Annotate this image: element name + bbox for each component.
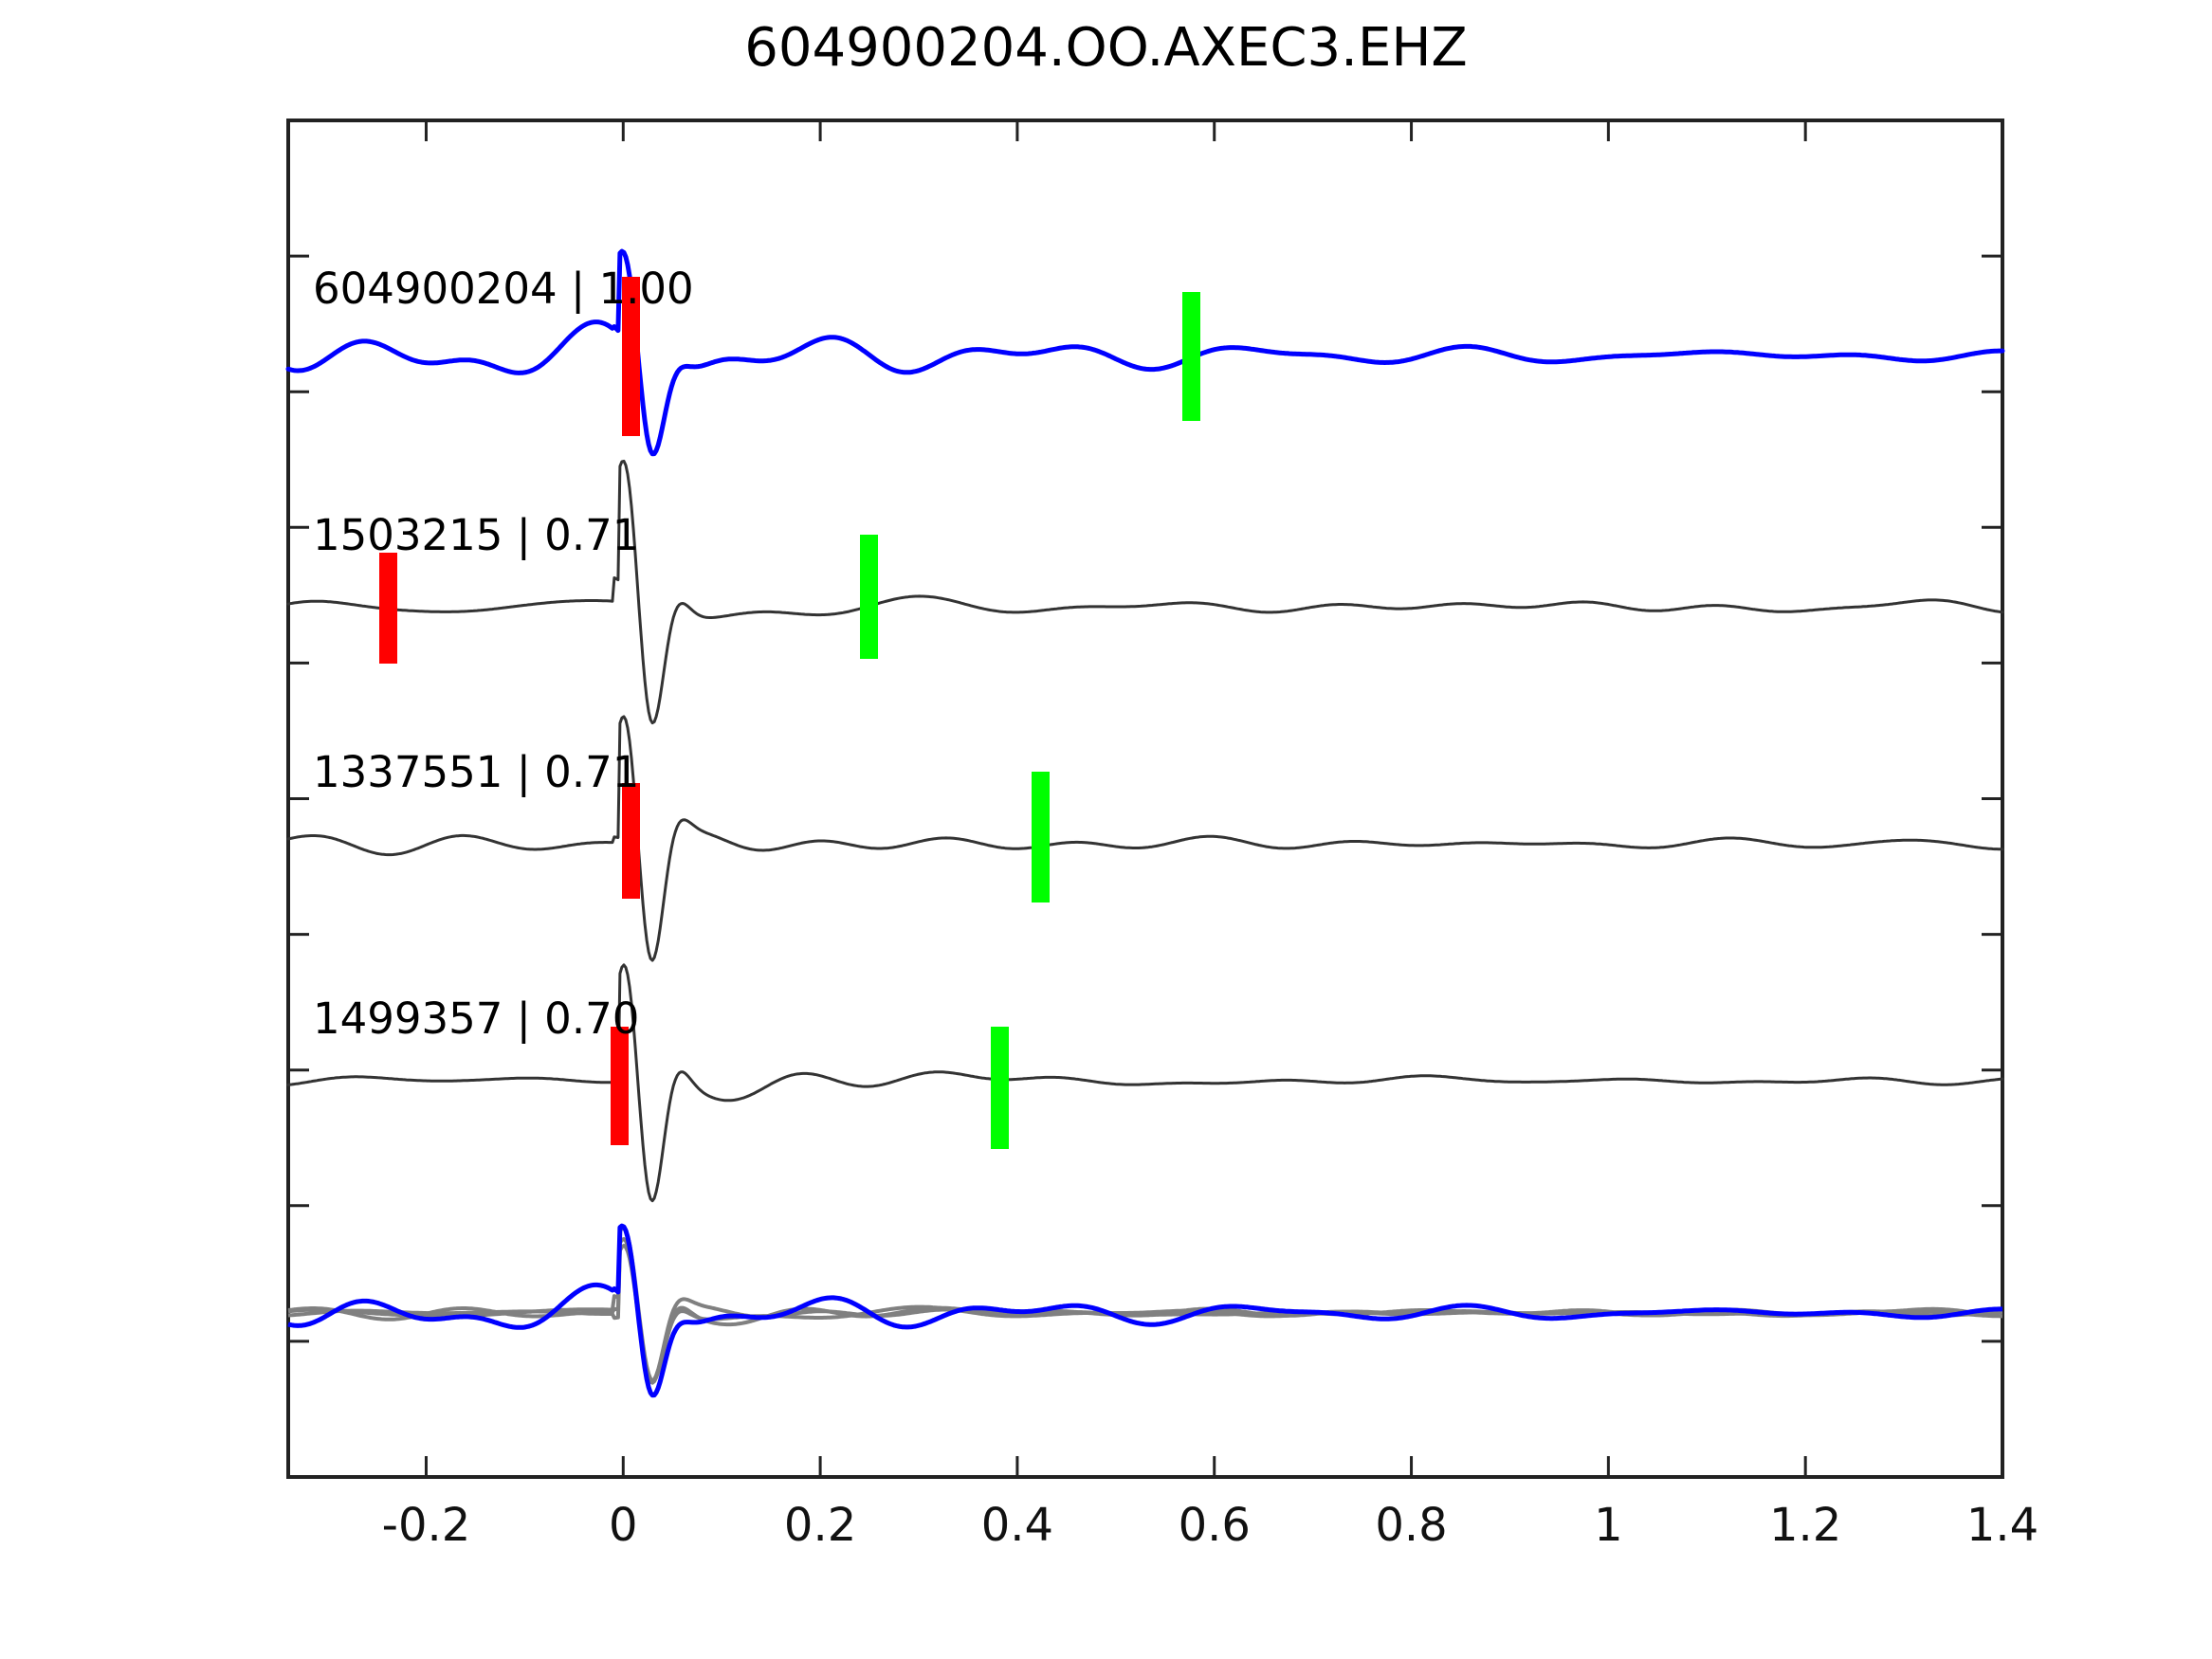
x-tick-label: 1 — [1594, 1499, 1623, 1552]
trace-label-1499357: 1499357 | 0.70 — [313, 994, 639, 1044]
p-pick-marker-1337551 — [622, 783, 640, 899]
trace-label-604900204: 604900204 | 1.00 — [313, 264, 694, 314]
s-pick-marker-604900204 — [1182, 292, 1200, 421]
x-tick-label: 0.6 — [1179, 1499, 1251, 1552]
trace-label-1337551: 1337551 | 0.71 — [313, 747, 639, 797]
x-tick-label: 1.2 — [1769, 1499, 1841, 1552]
x-tick-label: 1.4 — [1966, 1499, 2038, 1552]
s-pick-marker-1337551 — [1032, 772, 1050, 902]
s-pick-marker-1499357 — [991, 1027, 1009, 1149]
waveform-trace-1499357 — [286, 963, 2004, 1203]
waveform-trace-604900204 — [285, 248, 2005, 457]
p-pick-marker-1503215 — [379, 553, 397, 664]
p-pick-marker-1499357 — [611, 1027, 629, 1145]
x-tick-label: 0.8 — [1375, 1499, 1447, 1552]
stack-trace-template — [287, 1223, 2003, 1398]
axes-frame — [286, 118, 2004, 1479]
figure-title: 604900204.OO.AXEC3.EHZ — [744, 17, 1468, 79]
x-tick-label-group: -0.2 0 0.2 0.4 0.6 0.8 1 1.2 1.4 — [382, 1499, 2039, 1552]
x-tick-label: 0 — [609, 1499, 638, 1552]
stack-trace-gray-3 — [287, 1244, 2003, 1385]
trace-label-group: 604900204 | 1.00 1503215 | 0.71 1337551 | … — [313, 264, 694, 1044]
stack-trace-gray-1 — [287, 1226, 2003, 1383]
pick-marker-group — [379, 277, 1200, 1149]
x-tick-label: 0.2 — [784, 1499, 856, 1552]
waveform-trace-1503215 — [286, 459, 2004, 725]
trace-group — [285, 248, 2005, 1398]
s-pick-marker-1503215 — [860, 535, 878, 659]
x-tick-label: 0.4 — [981, 1499, 1053, 1552]
p-pick-marker-604900204 — [622, 277, 640, 436]
waveform-trace-1337551 — [286, 715, 2004, 962]
trace-label-1503215: 1503215 | 0.71 — [313, 510, 639, 560]
x-tick-label: -0.2 — [382, 1499, 471, 1552]
